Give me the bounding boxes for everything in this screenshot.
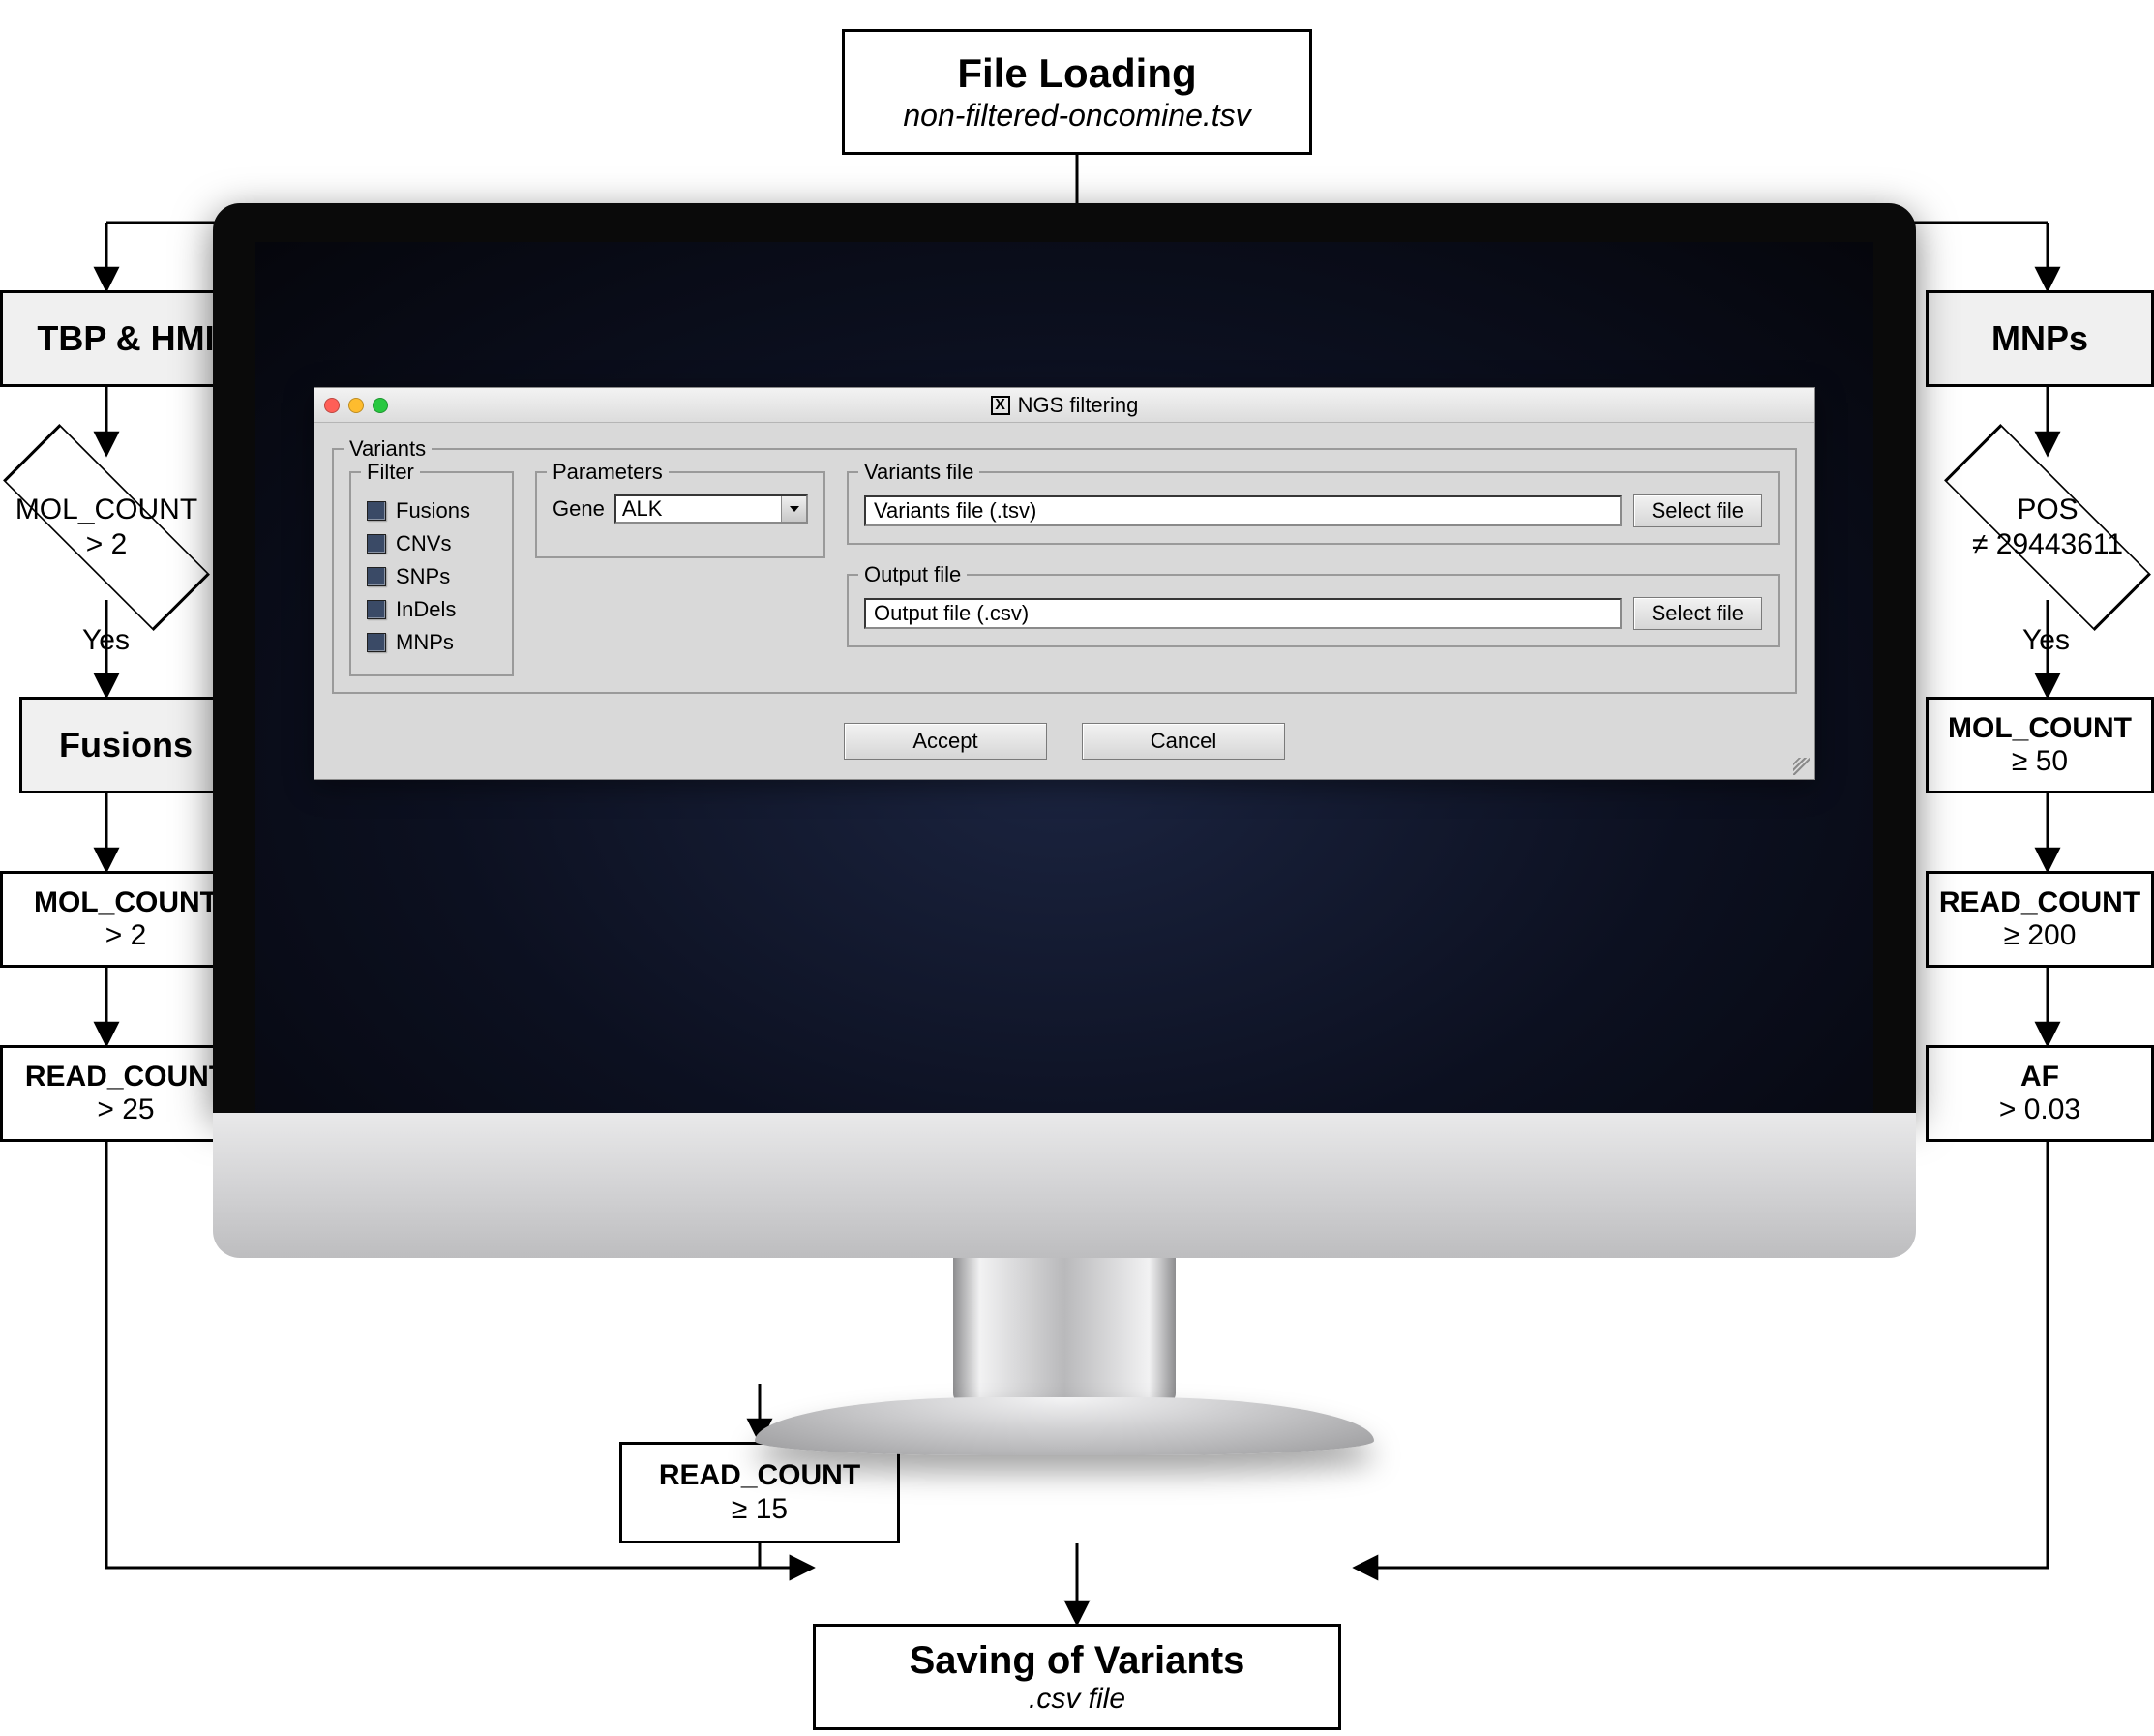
gene-label: Gene <box>553 496 605 522</box>
imac-stand-foot <box>755 1397 1374 1455</box>
group-output-file: Output file Output file (.csv) Select fi… <box>847 574 1780 647</box>
group-filter-label: Filter <box>361 460 420 485</box>
desktop: X NGS filtering Variants Filter <box>255 242 1873 1113</box>
select-output-file-button[interactable]: Select file <box>1633 597 1762 630</box>
flow-node-read-count-ge200: READ_COUNT ≥ 200 <box>1926 871 2154 968</box>
flow-node-saving: Saving of Variants .csv file <box>813 1624 1341 1730</box>
checkbox-fusions[interactable]: Fusions <box>367 494 496 527</box>
accept-button[interactable]: Accept <box>844 723 1047 760</box>
imac-device: X NGS filtering Variants Filter <box>213 203 1916 1455</box>
flow-node-sub: non-filtered-oncomine.tsv <box>903 98 1250 134</box>
gene-select[interactable]: ALK <box>614 494 808 524</box>
imac-chin <box>213 1113 1916 1258</box>
close-icon[interactable] <box>324 398 340 413</box>
ngs-filtering-window[interactable]: X NGS filtering Variants Filter <box>314 387 1815 780</box>
checkbox-mnps[interactable]: MNPs <box>367 626 496 659</box>
flow-edge-label-yes-right: Yes <box>2022 624 2070 657</box>
checkbox-label: CNVs <box>396 531 451 556</box>
checkbox-cnvs[interactable]: CNVs <box>367 527 496 560</box>
checkbox-label: SNPs <box>396 564 450 589</box>
checkbox-icon <box>367 600 386 619</box>
imac-stand-neck <box>953 1258 1176 1403</box>
checkbox-icon <box>367 633 386 652</box>
variants-file-placeholder: Variants file (.tsv) <box>874 498 1036 524</box>
x11-icon: X <box>991 396 1010 415</box>
flow-node-read-count-ge15: READ_COUNT ≥ 15 <box>619 1442 900 1543</box>
checkbox-snps[interactable]: SNPs <box>367 560 496 593</box>
cancel-button[interactable]: Cancel <box>1082 723 1285 760</box>
select-variants-file-button[interactable]: Select file <box>1633 494 1762 527</box>
group-parameters: Parameters Gene ALK <box>535 471 825 558</box>
resize-handle-icon[interactable] <box>1793 758 1810 775</box>
flow-node-fusions: Fusions <box>19 697 232 793</box>
checkbox-label: Fusions <box>396 498 470 524</box>
variants-file-input[interactable]: Variants file (.tsv) <box>864 495 1622 526</box>
flow-edge-label-yes-left: Yes <box>82 624 130 657</box>
chevron-down-icon <box>781 496 806 522</box>
group-filter: Filter Fusions CNVs <box>349 471 514 676</box>
group-parameters-label: Parameters <box>547 460 669 485</box>
checkbox-label: InDels <box>396 597 456 622</box>
flow-node-file-loading: File Loading non-filtered-oncomine.tsv <box>842 29 1312 155</box>
checkbox-icon <box>367 567 386 586</box>
zoom-icon[interactable] <box>373 398 388 413</box>
group-variants-label: Variants <box>344 436 432 462</box>
flow-decision-mol-count-left: MOL_COUNT > 2 <box>0 455 213 600</box>
output-file-input[interactable]: Output file (.csv) <box>864 598 1622 629</box>
group-output-file-label: Output file <box>858 562 967 587</box>
flow-node-title: File Loading <box>957 50 1196 97</box>
checkbox-icon <box>367 501 386 521</box>
group-variants-file-label: Variants file <box>858 460 979 485</box>
checkbox-icon <box>367 534 386 554</box>
group-variants: Variants Filter Fusions <box>332 448 1797 694</box>
flow-node-mol-count-ge50: MOL_COUNT ≥ 50 <box>1926 697 2154 793</box>
flow-node-af-gt003: AF > 0.03 <box>1926 1045 2154 1142</box>
checkbox-label: MNPs <box>396 630 454 655</box>
flow-node-mnps: MNPs <box>1926 290 2154 387</box>
group-variants-file: Variants file Variants file (.tsv) Selec… <box>847 471 1780 545</box>
gene-select-value: ALK <box>622 496 663 522</box>
window-titlebar[interactable]: X NGS filtering <box>314 388 1814 423</box>
window-title: X NGS filtering <box>314 393 1814 418</box>
output-file-placeholder: Output file (.csv) <box>874 601 1029 626</box>
checkbox-indels[interactable]: InDels <box>367 593 496 626</box>
minimize-icon[interactable] <box>348 398 364 413</box>
flow-decision-pos-right: POS ≠ 29443611 <box>1941 455 2154 600</box>
